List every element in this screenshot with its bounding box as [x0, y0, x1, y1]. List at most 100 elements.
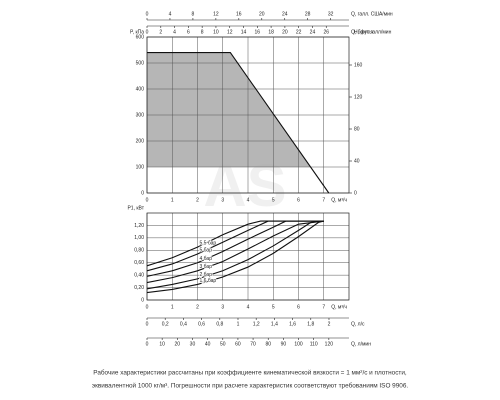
x-tick-label: 8: [201, 29, 204, 35]
x-tick-label: 22: [296, 29, 302, 35]
x-axis-label: Q, м³/ч: [331, 197, 347, 203]
note: эквивалентной 1000 кг/м³. Погрешности пр…: [92, 382, 409, 390]
y-tick-label: 0,40: [134, 272, 144, 278]
x-tick-label: 10: [159, 341, 165, 347]
x-tick-label: 7: [322, 197, 325, 203]
y-tick-label: 0,60: [134, 260, 144, 266]
series-label: 5,5 бар: [200, 241, 217, 247]
x-tick-label: 70: [250, 341, 256, 347]
x-tick-label: 60: [235, 341, 241, 347]
x-tick-label: 18: [268, 29, 274, 35]
x-tick-label: 24: [282, 11, 288, 17]
x-tick-label: 2: [159, 29, 162, 35]
series-label: 3 бар: [200, 264, 213, 270]
note: Рабочие характеристики рассчитаны при ко…: [93, 369, 407, 377]
y-tick-label: 500: [136, 60, 145, 66]
x-tick-label: 0,8: [216, 321, 223, 327]
x-tick-label: 40: [205, 341, 211, 347]
y-tick-label: 600: [136, 34, 145, 40]
y-tick-label: 100: [136, 164, 145, 170]
x-tick-label: 110: [310, 341, 318, 347]
y-tick-label: 200: [136, 138, 145, 144]
x-tick-label: 3: [221, 197, 224, 203]
x-tick-label: 0: [146, 321, 149, 327]
x-tick-label: 1: [171, 197, 174, 203]
series-label: 2 бар: [200, 272, 213, 278]
x-tick-label: 1,6: [289, 321, 296, 327]
y-tick-label: 0: [141, 190, 144, 196]
x-tick-label: 32: [328, 11, 334, 17]
x-tick-label: 26: [323, 29, 329, 35]
x-tick-label: 0: [146, 29, 149, 35]
curve: [146, 220, 324, 284]
x-tick-label: 20: [259, 11, 265, 17]
series-label: 5 бар: [200, 247, 213, 253]
x-tick-label: 20: [175, 341, 181, 347]
x-tick-label: 3: [221, 304, 224, 310]
x-tick-label: 4: [173, 29, 176, 35]
y-tick-label: 0: [141, 297, 144, 303]
x-tick-label: 2: [328, 321, 331, 327]
y2-tick-label: 120: [354, 94, 363, 100]
x-tick-label: 2: [196, 304, 199, 310]
x-axis-label: Q, брит. галл/мин: [351, 29, 392, 35]
x-tick-label: 120: [325, 341, 334, 347]
y-axis-label: P, кПа: [130, 29, 144, 35]
x-axis-label: Q, галл. США/мин: [351, 11, 393, 17]
x-tick-label: 1: [237, 321, 240, 327]
x-tick-label: 0,6: [198, 321, 205, 327]
x-tick-label: 24: [310, 29, 316, 35]
series-label: 4 бар: [200, 256, 213, 262]
y-tick-label: 400: [136, 86, 145, 92]
x-tick-label: 100: [294, 341, 303, 347]
x-tick-label: 28: [305, 11, 311, 17]
x-tick-label: 7: [322, 304, 325, 310]
y-tick-label: 1,00: [134, 235, 144, 241]
x-axis-label: Q, л/с: [351, 321, 365, 327]
x-tick-label: 5: [272, 304, 275, 310]
plot-frame: [146, 212, 350, 301]
x-tick-label: 6: [297, 197, 300, 203]
x-tick-label: 0: [146, 304, 149, 310]
x-tick-label: 0: [146, 11, 149, 17]
x-tick-label: 12: [227, 29, 233, 35]
x-tick-label: 16: [236, 11, 242, 17]
x-axis-label: Q, л/мин: [351, 341, 371, 347]
curve: [146, 220, 324, 290]
x-tick-label: 6: [187, 29, 190, 35]
x-tick-label: 0,2: [162, 321, 169, 327]
x-tick-label: 10: [213, 29, 219, 35]
x-tick-label: 0: [146, 197, 149, 203]
curve: [146, 220, 324, 267]
x-tick-label: 2: [196, 197, 199, 203]
x-tick-label: 50: [220, 341, 226, 347]
series-label: 1,6 бар: [200, 278, 217, 284]
y2-axis-label: H, футы: [354, 29, 373, 35]
x-axis-label: Q, м³/ч: [331, 304, 347, 310]
y-tick-label: 1,20: [134, 223, 144, 229]
x-tick-label: 4: [247, 304, 250, 310]
y-axis-label: P1, кВт: [127, 205, 144, 211]
x-tick-label: 6: [297, 304, 300, 310]
x-tick-label: 4: [169, 11, 172, 17]
y2-tick-label: 80: [354, 126, 360, 132]
x-tick-label: 5: [272, 197, 275, 203]
x-tick-label: 0,4: [180, 321, 187, 327]
x-tick-label: 90: [281, 341, 287, 347]
x-tick-label: 1,2: [253, 321, 260, 327]
x-tick-label: 1,8: [307, 321, 314, 327]
x-tick-label: 8: [192, 11, 195, 17]
y2-tick-label: 160: [354, 62, 363, 68]
x-tick-label: 1: [171, 304, 174, 310]
y2-tick-label: 40: [354, 158, 360, 164]
x-tick-label: 12: [213, 11, 219, 17]
x-tick-label: 20: [282, 29, 288, 35]
curve: [146, 220, 324, 272]
curve: [147, 52, 330, 194]
x-tick-label: 4: [247, 197, 250, 203]
x-tick-label: 80: [265, 341, 271, 347]
curve: [146, 220, 324, 294]
x-tick-label: 16: [255, 29, 261, 35]
x-tick-label: 30: [190, 341, 196, 347]
